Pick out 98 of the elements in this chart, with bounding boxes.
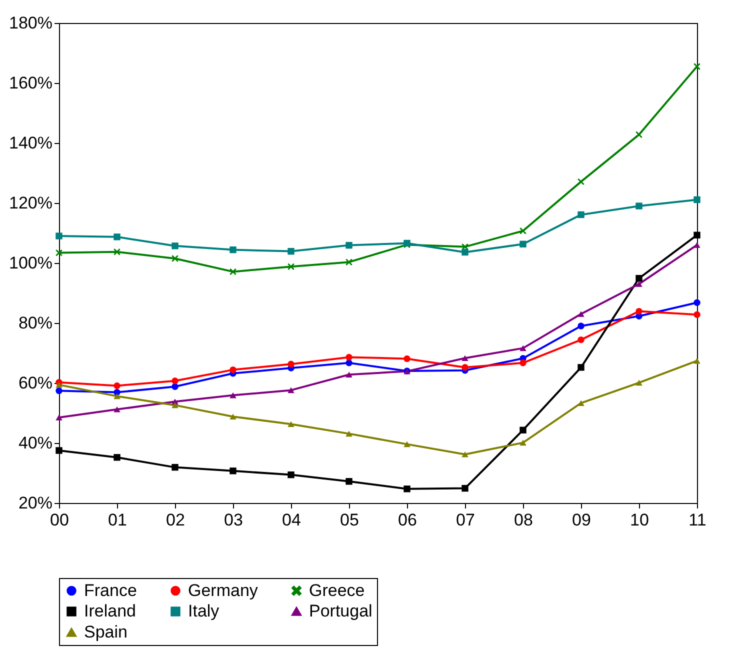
- x-tick-label: 02: [166, 510, 185, 530]
- point: [56, 232, 62, 240]
- point: [172, 255, 178, 262]
- point: [694, 311, 700, 318]
- point: [56, 447, 62, 454]
- point: [346, 242, 352, 249]
- point: [114, 382, 120, 390]
- point: [114, 393, 120, 400]
- legend-label: France: [84, 580, 137, 600]
- point: [636, 308, 642, 315]
- point: [288, 421, 294, 428]
- point: [114, 454, 120, 461]
- x-tick-label: 03: [224, 510, 243, 530]
- point: [520, 440, 526, 446]
- x-tick-label: 10: [630, 510, 649, 530]
- point: [636, 274, 642, 282]
- point: [694, 232, 700, 238]
- point: [578, 311, 584, 317]
- point: [636, 131, 642, 138]
- x-tick-label: 08: [514, 510, 533, 530]
- y-tick-label: 20%: [18, 494, 52, 512]
- point: [230, 246, 236, 254]
- point: [346, 372, 352, 378]
- x-tick-label: 11: [688, 510, 706, 530]
- point: [56, 249, 62, 256]
- point: [114, 234, 120, 240]
- point: [694, 63, 700, 70]
- point: [230, 268, 236, 276]
- point: [288, 387, 294, 394]
- point: [114, 406, 120, 412]
- point: [172, 383, 178, 390]
- x-tick-label: 00: [50, 510, 69, 530]
- point: [636, 202, 642, 210]
- point: [288, 263, 294, 270]
- point: [694, 242, 700, 248]
- y-tick-label: 120%: [9, 194, 52, 212]
- point: [462, 484, 468, 492]
- point: [346, 478, 352, 485]
- point: [172, 402, 178, 408]
- point: [578, 336, 584, 344]
- x-tick-label: 09: [572, 510, 591, 530]
- point: [404, 441, 410, 448]
- legend-label: Portugal: [309, 602, 372, 620]
- point: [172, 378, 178, 384]
- point: [520, 228, 526, 234]
- y-tick-label: 180%: [9, 14, 52, 32]
- point: [578, 211, 584, 218]
- point: [636, 380, 642, 386]
- point: [172, 464, 178, 471]
- point: [578, 400, 584, 406]
- point: [578, 364, 584, 371]
- point: [404, 355, 410, 362]
- point: [288, 248, 294, 255]
- point: [288, 471, 294, 478]
- x-tick-label: 05: [340, 510, 359, 530]
- point: [636, 281, 642, 287]
- x-tick-label: 01: [108, 510, 127, 530]
- point: [520, 426, 526, 434]
- y-tick-label: 140%: [9, 134, 52, 152]
- point: [114, 248, 120, 256]
- point: [578, 178, 584, 186]
- point: [694, 358, 700, 364]
- point: [462, 451, 468, 458]
- legend-label: Spain: [84, 622, 128, 642]
- legend-label: Ireland: [84, 602, 136, 620]
- point: [346, 430, 352, 437]
- point: [56, 387, 62, 394]
- y-tick-label: 80%: [18, 314, 52, 332]
- point: [578, 322, 584, 330]
- point: [520, 345, 526, 352]
- point: [462, 248, 468, 256]
- point: [462, 355, 468, 362]
- point: [404, 486, 410, 492]
- point: [288, 360, 294, 368]
- point: [230, 468, 236, 474]
- point: [56, 382, 62, 388]
- point: [172, 242, 178, 250]
- point: [346, 354, 352, 361]
- y-tick-label: 40%: [18, 434, 52, 452]
- x-tick-label: 06: [398, 510, 417, 530]
- x-tick-label: 04: [282, 510, 301, 530]
- point: [230, 414, 236, 420]
- point: [520, 240, 526, 248]
- point: [694, 299, 700, 306]
- point: [230, 366, 236, 374]
- legend-label: Italy: [188, 602, 220, 620]
- point: [694, 196, 700, 204]
- y-tick-label: 160%: [9, 74, 52, 92]
- y-tick-label: 100%: [9, 254, 52, 272]
- y-tick-label: 60%: [18, 374, 52, 392]
- point: [462, 364, 468, 371]
- legend-label: Greece: [309, 580, 365, 600]
- point: [346, 258, 352, 266]
- point: [520, 360, 526, 366]
- point: [56, 414, 62, 420]
- x-tick-label: 07: [456, 510, 475, 530]
- legend-label: Germany: [188, 580, 258, 600]
- point: [230, 392, 236, 398]
